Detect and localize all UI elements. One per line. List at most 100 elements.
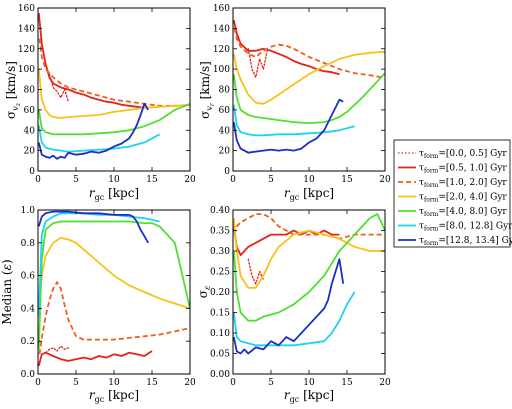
- panel-sigma-vr-xtick-label: 15: [341, 175, 353, 185]
- panel-sigma-eps-line-s4: [233, 213, 385, 322]
- panel-sigma-vz-xtick-label: 0: [35, 175, 41, 185]
- panel-sigma-eps-xtick-label: 10: [303, 378, 315, 388]
- panel-sigma-vr-ytick-label: 120: [213, 45, 230, 55]
- panel-median-eps-xtick-label: 5: [73, 378, 79, 388]
- panel-median-eps-xtick-label: 20: [184, 378, 196, 388]
- panel-sigma-eps-ylabel: σε: [196, 286, 212, 299]
- panel-sigma-eps-ytick-label: 0.15: [210, 309, 230, 319]
- panel-sigma-vr-ytick-label: 60: [219, 106, 231, 116]
- panel-sigma-vr-line-s0: [247, 48, 268, 78]
- panel-sigma-vr-line-s1: [233, 20, 340, 76]
- panel-median-eps-xtick-label: 0: [35, 378, 41, 388]
- panel-median-eps-ytick-label: 1.0: [21, 206, 36, 216]
- panel-median-eps-line-s1: [38, 350, 153, 367]
- panel-sigma-vz-ytick-label: 40: [24, 126, 36, 136]
- panel-sigma-eps-ytick-label: 0.30: [210, 247, 230, 257]
- legend-label-s3: τform=[2.0, 4.0] Gyr: [419, 193, 507, 204]
- panel-sigma-eps-xlabel: rgc [kpc]: [284, 388, 334, 404]
- panel-median-eps-x-ticks: 0 5 10 15 20: [35, 210, 196, 388]
- panel-sigma-vz-ytick-label: 60: [24, 106, 36, 116]
- panel-sigma-vz-ytick-label: 140: [18, 24, 35, 34]
- panel-sigma-eps-xtick-label: 0: [230, 378, 236, 388]
- panel-sigma-vz-line-s6: [38, 102, 149, 160]
- panel-median-eps-xtick-label: 15: [146, 378, 158, 388]
- panel-sigma-vr-line-s6: [233, 98, 344, 154]
- panel-sigma-vz-xtick-label: 20: [184, 175, 196, 185]
- panel-sigma-vr-xtick-label: 20: [379, 175, 391, 185]
- panel-sigma-vr-x-ticks: 0 5 10 15 20: [230, 8, 391, 185]
- panel-sigma-eps-line-s0: [247, 258, 265, 285]
- panel-sigma-vr: 0 5 10 15 20 0 20 40 60 80 100 120 140 160 rgc [kpc]…: [198, 4, 391, 202]
- panel-sigma-eps-ytick-label: 0.10: [210, 329, 230, 339]
- panel-sigma-eps-xtick-label: 15: [341, 378, 353, 388]
- panel-sigma-vr-xtick-label: 5: [268, 175, 274, 185]
- legend-label-s1: τform=[0.5, 1.0] Gyr: [419, 164, 507, 175]
- panel-sigma-vz-x-ticks: 0 5 10 15 20: [35, 8, 196, 185]
- panel-sigma-eps-line-s2: [233, 213, 385, 240]
- panel-sigma-vr-ylabel: σvr [km/s]: [198, 61, 216, 119]
- legend-label-s5: τform=[8.0, 12.8] Gyr: [419, 222, 512, 233]
- panel-median-eps-ytick-label: 0.0: [21, 370, 36, 380]
- panel-sigma-vz-line-s5: [38, 125, 161, 153]
- panel-sigma-vr-frame: [232, 7, 386, 172]
- panel-sigma-vr-xlabel: rgc [kpc]: [284, 186, 334, 202]
- panel-sigma-eps: 0 5 10 15 20 0.00 0.05 0.10 0.15 0.20 0.25 0.30 0.3…: [196, 206, 391, 404]
- panel-sigma-vz-xtick-label: 5: [73, 175, 79, 185]
- panel-median-eps-line-s5: [38, 212, 160, 317]
- panel-sigma-eps-x-ticks: 0 5 10 15 20: [230, 210, 391, 388]
- panel-sigma-vr-line-s2: [233, 28, 382, 79]
- panel-sigma-vz-ylabel: σvz [km/s]: [4, 61, 22, 119]
- panel-sigma-vr-line-s4: [233, 72, 385, 124]
- panel-sigma-vz-y-ticks: 0 20 40 60 80 100 120 140 160: [18, 4, 190, 177]
- panel-median-eps-y-ticks: 0.0 0.2 0.4 0.6 0.8 1.0: [21, 206, 190, 380]
- panel-sigma-vz-xlabel: rgc [kpc]: [89, 186, 139, 202]
- panel-median-eps-line-s0: [44, 345, 70, 354]
- panel-sigma-vr-ytick-label: 40: [219, 126, 231, 136]
- legend-label-s6: τform=[12.8, 13.4] Gyr: [419, 236, 512, 247]
- legend-entries: τform=[0.0, 0.5] Gyr τform=[0.5, 1.0] Gyr…: [398, 149, 512, 247]
- panel-sigma-vz-ytick-label: 120: [18, 45, 35, 55]
- panel-sigma-eps-line-s5: [233, 291, 356, 347]
- legend-box: [393, 139, 511, 248]
- panel-sigma-eps-ytick-label: 0.20: [210, 288, 230, 298]
- panel-sigma-vz-xtick-label: 15: [146, 175, 158, 185]
- panel-sigma-vz-ytick-label: 160: [18, 4, 35, 14]
- panel-sigma-eps-xtick-label: 20: [379, 378, 391, 388]
- panel-sigma-vr-ytick-label: 140: [213, 24, 230, 34]
- legend-label-s4: τform=[4.0, 8.0] Gyr: [419, 207, 507, 218]
- panel-sigma-eps-line-s6: [233, 258, 345, 355]
- panel-sigma-vr-ytick-label: 160: [213, 4, 230, 14]
- panel-sigma-vr-ytick-label: 20: [219, 147, 231, 157]
- panel-sigma-vz-ytick-label: 80: [24, 86, 36, 96]
- panel-sigma-vr-line-s3: [233, 50, 385, 105]
- panel-sigma-eps-series: [233, 213, 385, 355]
- panel-median-eps-ytick-label: 0.8: [21, 239, 36, 249]
- panel-sigma-eps-ytick-label: 0.05: [210, 350, 230, 360]
- panel-median-eps: 0 5 10 15 20 0.0 0.2 0.4 0.6 0.8 1.0 rgc [kpc] Me…: [0, 206, 196, 404]
- panel-median-eps-line-s2: [38, 281, 190, 355]
- panel-sigma-vz-series: [38, 13, 190, 160]
- panel-sigma-eps-line-s3: [233, 218, 385, 289]
- panel-sigma-vr-line-s5: [233, 104, 355, 137]
- panel-median-eps-ytick-label: 0.4: [21, 304, 36, 314]
- panel-sigma-eps-y-ticks: 0.00 0.05 0.10 0.15 0.20 0.25 0.30 0.35 0.40: [210, 206, 385, 380]
- legend-label-s0: τform=[0.0, 0.5] Gyr: [419, 149, 507, 160]
- panel-sigma-vz-line-s4: [38, 102, 190, 136]
- panel-sigma-vz-ytick-label: 100: [18, 65, 35, 75]
- panel-sigma-eps-ytick-label: 0.00: [210, 370, 230, 380]
- panel-sigma-vr-xtick-label: 0: [230, 175, 236, 185]
- panel-sigma-eps-ytick-label: 0.40: [210, 206, 230, 216]
- panel-sigma-vz-ytick-label: 0: [29, 167, 35, 177]
- panel-sigma-eps-ytick-label: 0.25: [210, 268, 230, 278]
- panel-median-eps-line-s3: [38, 237, 190, 317]
- panel-median-eps-xtick-label: 10: [108, 378, 120, 388]
- panel-sigma-vz-line-s2: [38, 38, 187, 107]
- panel-median-eps-ytick-label: 0.2: [21, 337, 35, 347]
- panel-median-eps-line-s6: [38, 210, 149, 244]
- panel-median-eps-ylabel: Median (ε): [0, 259, 14, 324]
- panel-sigma-vr-y-ticks: 0 20 40 60 80 100 120 140 160: [213, 4, 385, 177]
- panel-median-eps-line-s4: [38, 220, 190, 350]
- panel-sigma-vr-ytick-label: 100: [213, 65, 230, 75]
- legend-label-s2: τform=[1.0, 2.0] Gyr: [419, 178, 507, 189]
